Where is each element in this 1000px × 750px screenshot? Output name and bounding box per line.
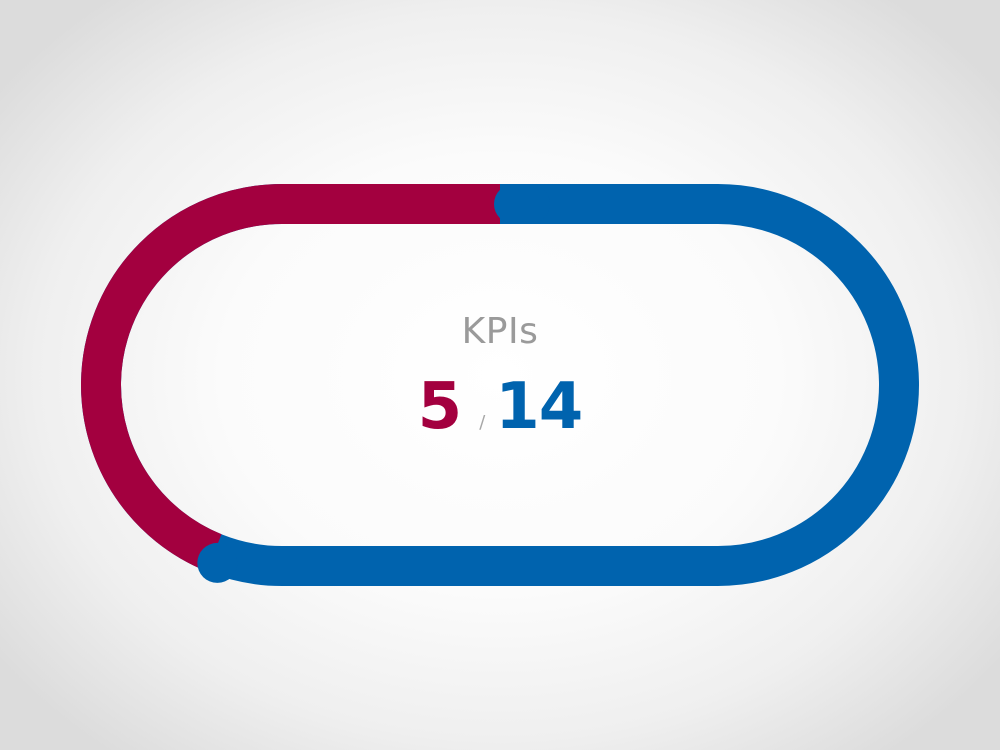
- kpi-title: KPIs: [461, 311, 539, 352]
- completed-count: 5: [417, 370, 463, 444]
- total-count: 14: [495, 370, 583, 444]
- kpi-counts: 5 / 14: [0, 372, 1000, 458]
- kpi-summary: KPIs 5 / 14: [0, 310, 1000, 458]
- progress-track-end-cap: [197, 542, 238, 583]
- progress-arc-completed: [81, 184, 919, 586]
- count-separator: /: [479, 412, 486, 433]
